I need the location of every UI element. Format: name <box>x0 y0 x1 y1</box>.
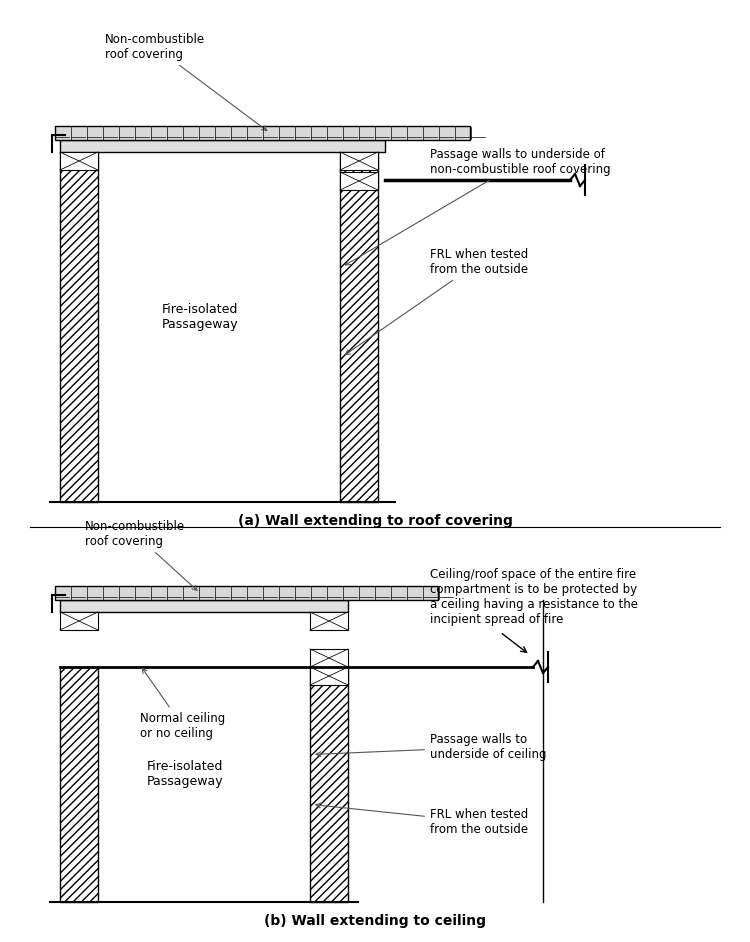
Text: Fire-isolated
Passageway: Fire-isolated Passageway <box>162 303 238 331</box>
Bar <box>55 126 470 140</box>
Text: (b) Wall extending to ceiling: (b) Wall extending to ceiling <box>264 914 486 928</box>
Bar <box>340 152 378 170</box>
Bar <box>60 140 385 152</box>
Bar <box>60 152 98 502</box>
Bar <box>60 600 348 612</box>
Text: Non-combustible
roof covering: Non-combustible roof covering <box>85 520 197 591</box>
Bar <box>310 612 348 630</box>
Bar <box>310 667 348 902</box>
Bar <box>310 649 348 667</box>
Text: FRL when tested
from the outside: FRL when tested from the outside <box>345 248 528 355</box>
Text: Ceiling/roof space of the entire fire
compartment is to be protected by
a ceilin: Ceiling/roof space of the entire fire co… <box>430 568 638 626</box>
Bar <box>340 152 378 502</box>
Bar <box>310 667 348 685</box>
Bar <box>60 612 98 630</box>
Text: Non-combustible
roof covering: Non-combustible roof covering <box>105 33 267 131</box>
Bar <box>60 152 98 170</box>
Bar <box>55 586 438 600</box>
Text: Normal ceiling
or no ceiling: Normal ceiling or no ceiling <box>140 668 225 740</box>
Text: Passage walls to
underside of ceiling: Passage walls to underside of ceiling <box>316 733 547 761</box>
Text: (a) Wall extending to roof covering: (a) Wall extending to roof covering <box>238 514 512 528</box>
Bar <box>60 667 98 902</box>
Text: FRL when tested
from the outside: FRL when tested from the outside <box>316 804 528 836</box>
Text: Passage walls to underside of
non-combustible roof covering: Passage walls to underside of non-combus… <box>346 148 610 265</box>
Bar <box>340 172 378 190</box>
Text: Fire-isolated
Passageway: Fire-isolated Passageway <box>147 760 224 788</box>
